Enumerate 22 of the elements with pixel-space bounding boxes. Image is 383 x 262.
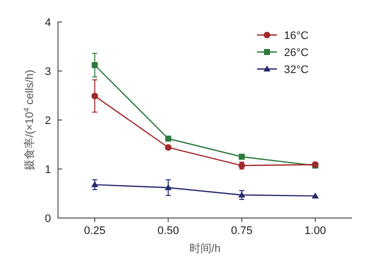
y-tick-label: 4 [44, 17, 51, 29]
legend-label: 32°C [284, 64, 309, 76]
point [91, 92, 98, 100]
x-axis-title: 时间/h [189, 242, 221, 255]
point [164, 144, 172, 151]
legend-label: 26°C [284, 47, 309, 59]
point [92, 62, 98, 68]
y-tick-label: 0 [44, 213, 51, 225]
point [164, 184, 172, 190]
x-tick-label: 0.50 [158, 225, 179, 237]
y-tick-label: 2 [44, 115, 51, 127]
x-tick-label: 0.25 [84, 225, 106, 237]
point [238, 154, 245, 160]
y-tick-label: 3 [44, 66, 51, 78]
point [238, 191, 246, 198]
legend-label: 16°C [284, 30, 309, 42]
point [312, 192, 319, 198]
x-tick-label: 1.00 [304, 225, 326, 237]
x-tick-label: 0.75 [231, 225, 252, 237]
y-tick-label: 1 [44, 164, 51, 176]
point [91, 181, 98, 188]
point [165, 136, 172, 142]
